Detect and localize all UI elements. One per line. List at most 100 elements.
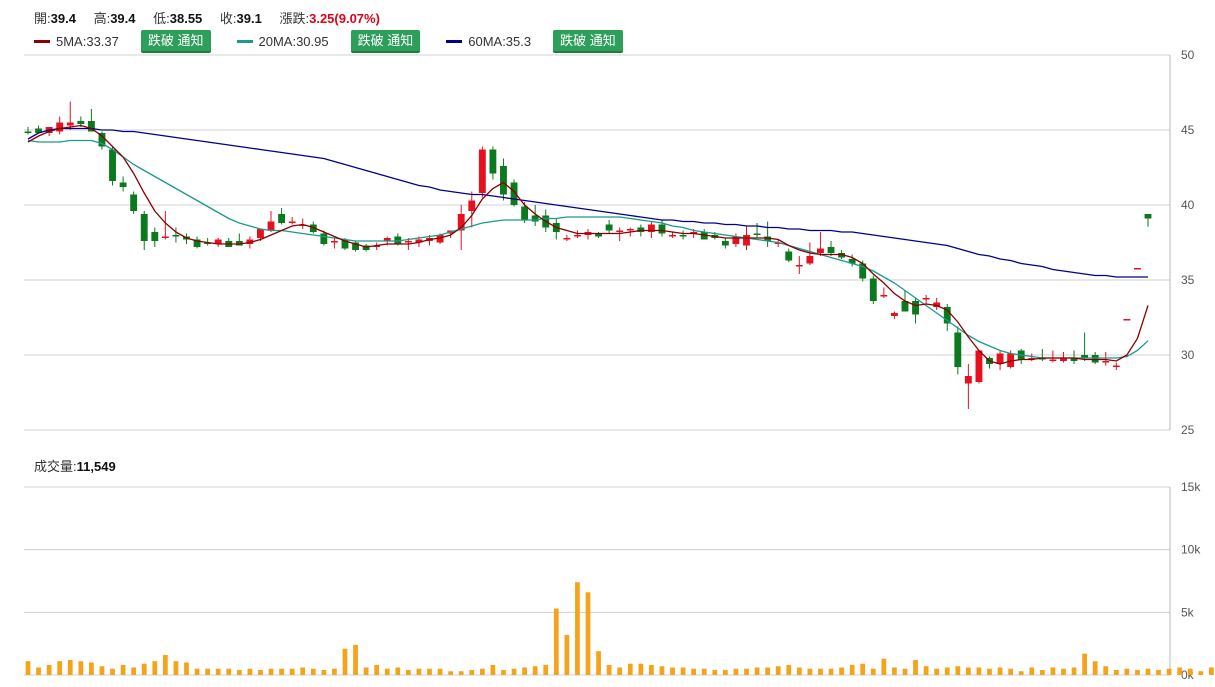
- volume-label: 成交量:11,549: [34, 456, 116, 475]
- candle-body: [690, 232, 698, 234]
- candle-body: [1007, 353, 1015, 367]
- candle-body: [521, 206, 529, 220]
- candle-body: [964, 376, 972, 384]
- candle-body: [161, 236, 169, 238]
- volume-bar: [36, 667, 41, 675]
- candle-body: [933, 302, 941, 307]
- volume-bar: [617, 667, 623, 675]
- candle-body: [373, 245, 381, 247]
- volume-bar: [786, 664, 792, 675]
- candle-body: [785, 251, 793, 261]
- volume-bar: [458, 671, 464, 675]
- volume-bar: [258, 669, 263, 675]
- volume-bar: [1092, 661, 1098, 675]
- volume-bar: [839, 667, 844, 675]
- ma5-break-alert-button[interactable]: 跌破 通知: [140, 29, 211, 53]
- volume-bar: [194, 668, 200, 675]
- volume-bar: [1071, 667, 1077, 675]
- candle-body: [257, 229, 264, 238]
- volume-bar: [955, 666, 961, 675]
- candle-body: [954, 332, 962, 367]
- ma20-swatch: [236, 39, 253, 43]
- change-label: 漲跌:: [279, 11, 310, 26]
- candle-body: [35, 128, 42, 133]
- candle-body: [1038, 358, 1046, 360]
- candle-body: [912, 301, 919, 315]
- low-value: 38.55: [169, 11, 203, 26]
- candle-body: [1123, 319, 1131, 321]
- volume-bar: [1124, 668, 1130, 675]
- candle-body: [817, 248, 824, 253]
- volume-bar: [807, 668, 813, 675]
- volume-bar: [997, 667, 1003, 675]
- candle-body: [309, 224, 317, 232]
- candle-body: [478, 149, 486, 193]
- volume-bar: [881, 658, 887, 675]
- candle-body: [1102, 361, 1110, 363]
- volume-bar: [659, 666, 665, 675]
- volume-bar: [300, 667, 306, 675]
- candle-body: [700, 232, 708, 240]
- volume-bar: [215, 668, 221, 675]
- volume-bar: [1029, 667, 1035, 675]
- candle-body: [204, 242, 212, 244]
- ohlc-summary: 開:39.4 高:39.4 低:38.55 收:39.1 漲跌:3.25(9.0…: [34, 8, 394, 27]
- volume-bar: [1156, 669, 1161, 675]
- volume-bar: [1061, 668, 1066, 675]
- volume-bar: [236, 669, 242, 675]
- volume-bar: [744, 668, 749, 675]
- candle-body: [278, 214, 286, 223]
- candle-body: [24, 131, 32, 133]
- volume-bar: [99, 666, 105, 675]
- candle-body: [510, 182, 518, 205]
- volume-bar: [575, 582, 580, 675]
- candle-body: [341, 239, 349, 249]
- volume-bar: [141, 663, 147, 675]
- price-tick-label: 30: [1181, 348, 1195, 362]
- volume-bar: [384, 668, 390, 675]
- candle-body: [66, 122, 74, 126]
- volume-bar: [532, 666, 538, 675]
- candle-body: [637, 227, 645, 232]
- candle-body: [130, 194, 138, 211]
- candle-body: [500, 166, 507, 195]
- volume-bar: [469, 669, 475, 675]
- candle-body: [848, 259, 856, 264]
- volume-bar: [754, 667, 760, 675]
- candle-body: [859, 263, 867, 279]
- volume-bar: [976, 667, 982, 675]
- ma60-break-alert-button[interactable]: 跌破 通知: [553, 29, 623, 53]
- volume-bar: [162, 654, 168, 675]
- volume-bar: [1166, 668, 1172, 675]
- candle-body: [922, 298, 930, 300]
- volume-bar: [849, 664, 855, 675]
- volume-bar: [585, 592, 591, 675]
- volume-bar: [987, 668, 992, 675]
- candle-body: [383, 238, 391, 241]
- candle-body: [616, 230, 624, 232]
- ma20-break-alert-button[interactable]: 跌破 通知: [350, 29, 421, 53]
- volume-bar: [1082, 653, 1087, 675]
- volume-bar: [247, 668, 253, 675]
- volume-bar: [321, 669, 327, 675]
- candle-body: [1081, 355, 1089, 358]
- volume-bar: [57, 661, 63, 675]
- volume-bar: [89, 662, 94, 675]
- volume-bar: [289, 668, 295, 675]
- volume-bar: [363, 667, 369, 675]
- candle-body: [362, 245, 370, 250]
- candle-body: [87, 121, 95, 132]
- volume-bar: [78, 661, 84, 675]
- candle-body: [975, 350, 983, 382]
- price-tick-label: 40: [1181, 198, 1195, 212]
- candle-body: [1028, 358, 1036, 360]
- volume-bar: [944, 667, 950, 675]
- volume-bar: [268, 668, 274, 675]
- candle-body: [1091, 355, 1099, 363]
- volume-bar: [448, 671, 454, 675]
- volume-bar: [1113, 669, 1119, 675]
- volume-bar: [923, 666, 929, 675]
- candle-body: [109, 149, 116, 181]
- volume-bar: [279, 668, 284, 675]
